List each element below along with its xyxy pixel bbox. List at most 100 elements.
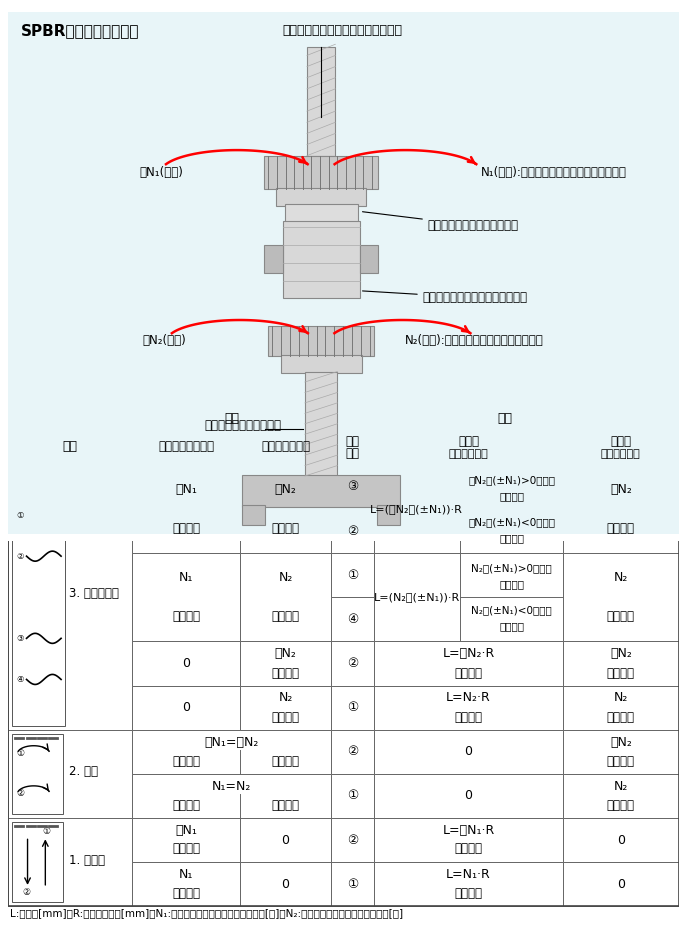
- Bar: [331, 429, 374, 465]
- Bar: [563, 774, 679, 818]
- Text: －N₂: －N₂: [610, 736, 632, 748]
- Bar: [276, 187, 366, 206]
- Bar: [240, 686, 331, 729]
- Text: （正転）: （正転）: [271, 610, 300, 623]
- Bar: [242, 505, 265, 525]
- Bar: [240, 862, 331, 906]
- Bar: [132, 408, 331, 429]
- Text: （下へ）: （下へ）: [455, 842, 482, 855]
- Bar: [331, 774, 374, 818]
- Text: L=(－N₂－(±N₁))·R: L=(－N₂－(±N₁))·R: [370, 504, 463, 514]
- Text: ④: ④: [16, 675, 24, 684]
- Bar: [12, 469, 65, 726]
- Bar: [240, 553, 331, 642]
- Bar: [8, 729, 132, 818]
- Text: （上へ）: （上へ）: [455, 886, 482, 900]
- Text: ②: ②: [16, 551, 24, 561]
- Text: （正転）: （正転）: [172, 886, 200, 900]
- Text: ④: ④: [347, 613, 358, 626]
- Text: －N₂－(±N₁)>0の場合: －N₂－(±N₁)>0の場合: [468, 475, 555, 485]
- Bar: [240, 429, 331, 465]
- Text: （上へ）: （上へ）: [499, 621, 524, 631]
- Text: 0: 0: [617, 834, 625, 847]
- Text: 出力: 出力: [497, 412, 513, 425]
- Text: －N₂－(±N₁)<0の場合: －N₂－(±N₁)<0の場合: [468, 518, 555, 527]
- Text: ①: ①: [347, 568, 358, 582]
- Text: （下へ）: （下へ）: [455, 710, 482, 724]
- Text: 方向: 方向: [346, 448, 359, 460]
- Text: －N₁: －N₁: [175, 483, 197, 496]
- Text: （逆転）: （逆転）: [607, 522, 635, 534]
- Text: N₁: N₁: [179, 868, 193, 881]
- Text: （上へ）: （上へ）: [499, 534, 524, 543]
- Text: （正転）: （正転）: [172, 610, 200, 623]
- Text: N₁: N₁: [179, 571, 193, 584]
- Text: －N₂: －N₂: [610, 647, 632, 661]
- Text: （逆転）: （逆転）: [607, 666, 635, 679]
- Text: ③: ③: [16, 634, 24, 643]
- Text: 0: 0: [182, 657, 190, 670]
- Bar: [374, 465, 563, 553]
- Bar: [374, 686, 563, 729]
- Text: （正転）: （正転）: [607, 710, 635, 724]
- Bar: [374, 818, 563, 862]
- Text: －N₁(逆転): －N₁(逆転): [139, 166, 183, 179]
- Bar: [563, 642, 679, 686]
- Text: ②: ②: [347, 657, 358, 670]
- Text: （正転）: （正転）: [607, 610, 635, 623]
- Bar: [8, 818, 132, 906]
- Bar: [132, 553, 240, 642]
- Text: L=N₁·R: L=N₁·R: [446, 868, 491, 881]
- Text: 0: 0: [282, 834, 290, 847]
- Text: （回転方向）: （回転方向）: [601, 449, 641, 459]
- Text: （逆転）: （逆転）: [607, 755, 635, 768]
- Bar: [563, 729, 679, 774]
- Bar: [240, 642, 331, 686]
- Text: －N₁: －N₁: [175, 823, 197, 837]
- Bar: [282, 221, 360, 297]
- Text: L=－N₂·R: L=－N₂·R: [442, 647, 495, 661]
- Bar: [331, 553, 374, 598]
- Text: －N₂: －N₂: [275, 483, 297, 496]
- Bar: [331, 642, 374, 686]
- Bar: [563, 686, 679, 729]
- Text: （正転）: （正転）: [172, 799, 200, 812]
- Bar: [377, 505, 401, 525]
- Text: N₂: N₂: [613, 692, 628, 705]
- Text: ①: ①: [16, 511, 24, 519]
- Text: （逆転）: （逆転）: [271, 522, 300, 534]
- Text: －N₂: －N₂: [275, 647, 297, 661]
- Text: （逆転）: （逆転）: [172, 842, 200, 855]
- Bar: [307, 47, 335, 155]
- Text: ①: ①: [347, 701, 358, 714]
- Text: ①: ①: [43, 827, 51, 837]
- Bar: [563, 429, 679, 465]
- Bar: [563, 553, 679, 642]
- Bar: [331, 686, 374, 729]
- Text: SPBR形作動パターン図: SPBR形作動パターン図: [21, 23, 139, 38]
- Bar: [374, 862, 563, 906]
- Text: N₁=N₂: N₁=N₂: [212, 780, 251, 792]
- Bar: [269, 326, 374, 357]
- Bar: [563, 862, 679, 906]
- Bar: [8, 429, 132, 465]
- Bar: [331, 408, 679, 429]
- Text: 0: 0: [282, 878, 290, 891]
- Bar: [331, 862, 374, 906]
- Text: ロータリーボールスプライン外筒: ロータリーボールスプライン外筒: [363, 291, 528, 304]
- Text: N₂: N₂: [613, 780, 628, 792]
- Bar: [132, 818, 240, 862]
- Bar: [374, 429, 563, 465]
- Text: （逆転）: （逆転）: [271, 666, 300, 679]
- Bar: [374, 553, 563, 642]
- Bar: [305, 372, 337, 476]
- Text: 0: 0: [464, 789, 473, 803]
- Text: ②: ②: [347, 745, 358, 758]
- Bar: [563, 818, 679, 862]
- Text: 移動量: 移動量: [458, 435, 479, 448]
- Text: （移動方向）: （移動方向）: [449, 449, 488, 459]
- Text: 回転量: 回転量: [610, 435, 631, 448]
- Bar: [331, 509, 374, 553]
- Text: 3. スパイラル: 3. スパイラル: [69, 587, 119, 599]
- Bar: [264, 155, 378, 189]
